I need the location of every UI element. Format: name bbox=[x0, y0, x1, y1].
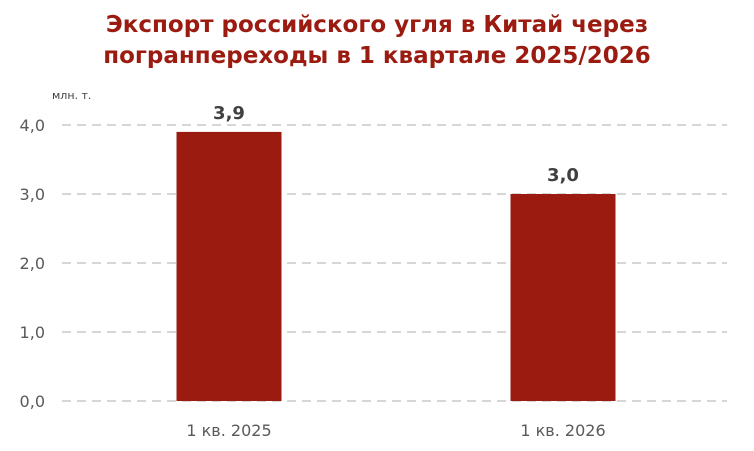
y-tick-label: 0,0 bbox=[20, 392, 45, 411]
y-tick-label: 2,0 bbox=[20, 254, 45, 273]
chart-title-line-1: Экспорт российского угля в Китай через bbox=[105, 12, 649, 38]
bar bbox=[510, 194, 616, 401]
bar bbox=[176, 131, 282, 401]
x-tick-label: 1 кв. 2026 bbox=[520, 421, 605, 440]
chart-labels: млн. т. 0,0 1,0 2,0 3,0 4,0 3,9 1 кв. 2025 3,0 1… bbox=[20, 89, 606, 440]
data-label: 3,0 bbox=[547, 165, 579, 186]
data-label: 3,9 bbox=[213, 103, 245, 124]
y-tick-label: 4,0 bbox=[20, 116, 45, 135]
x-tick-label: 1 кв. 2025 bbox=[186, 421, 271, 440]
y-tick-label: 1,0 bbox=[20, 323, 45, 342]
bars bbox=[176, 131, 616, 401]
chart-title-line-2: погранпереходы в 1 квартале 2025/2026 bbox=[103, 43, 651, 69]
y-tick-label: 3,0 bbox=[20, 185, 45, 204]
gridlines bbox=[62, 124, 727, 402]
chart-title: Экспорт российского угля в Китай через п… bbox=[0, 10, 754, 72]
y-axis-unit-label: млн. т. bbox=[52, 89, 91, 102]
